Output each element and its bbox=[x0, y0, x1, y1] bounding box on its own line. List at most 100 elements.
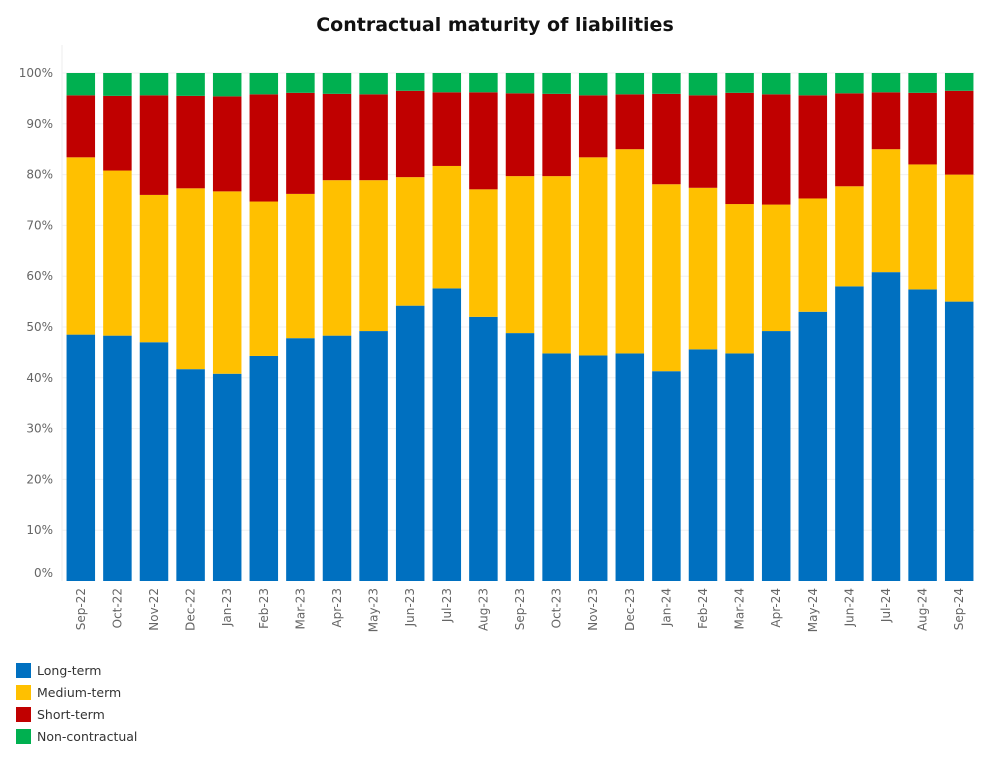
bar-segment-long-term bbox=[725, 353, 754, 581]
bar-segment-short-term bbox=[212, 96, 242, 192]
bar-segment-non-contractual bbox=[176, 73, 205, 96]
x-tick-label: Sep-23 bbox=[513, 588, 527, 630]
y-tick-label: 30% bbox=[26, 422, 53, 436]
x-tick-label: Jun-23 bbox=[403, 588, 417, 627]
bar-segment-medium-term bbox=[359, 180, 388, 332]
bar-segment-long-term bbox=[688, 349, 718, 581]
bar-segment-medium-term bbox=[505, 176, 535, 334]
bar-segment-non-contractual bbox=[688, 73, 718, 96]
bar-segment-medium-term bbox=[469, 189, 498, 317]
x-tick-label: Jan-23 bbox=[220, 588, 234, 627]
bar-segment-short-term bbox=[944, 90, 974, 175]
bar-segment-short-term bbox=[432, 92, 462, 166]
x-axis: Sep-22 Oct-22 Nov-22 Dec-22 Jan-23 Feb-23 Mar-… bbox=[74, 588, 966, 632]
bar-segment-short-term bbox=[835, 93, 864, 187]
x-tick-label: Jul-24 bbox=[879, 588, 893, 623]
legend-label: Short-term bbox=[37, 706, 105, 722]
bar-segment-medium-term bbox=[432, 165, 462, 289]
bars bbox=[66, 73, 974, 581]
bar-segment-medium-term bbox=[652, 184, 681, 372]
legend-item: Long-term bbox=[16, 659, 137, 681]
bar-segment-non-contractual bbox=[359, 73, 388, 95]
bar-segment-short-term bbox=[871, 92, 901, 150]
y-tick-label: 60% bbox=[26, 269, 53, 283]
chart-legend: Long-term Medium-term Short-term Non-contra… bbox=[16, 659, 137, 747]
legend-swatch bbox=[16, 662, 31, 678]
bar-segment-medium-term bbox=[688, 187, 718, 350]
bar-segment-long-term bbox=[908, 289, 937, 581]
bar-segment-medium-term bbox=[578, 157, 608, 356]
y-tick-label: 90% bbox=[26, 117, 53, 131]
legend-item: Short-term bbox=[16, 703, 137, 725]
bar-segment-non-contractual bbox=[432, 73, 462, 93]
legend-item: Medium-term bbox=[16, 681, 137, 703]
bar-segment-long-term bbox=[542, 353, 571, 581]
x-tick-label: Feb-24 bbox=[696, 588, 710, 629]
bar-segment-non-contractual bbox=[835, 73, 864, 94]
bar-segment-medium-term bbox=[615, 149, 645, 354]
y-axis: 0% 10% 20% 30% 40% 50% 60% 70% 80% 90% 100% bbox=[19, 45, 63, 581]
bar-segment-medium-term bbox=[542, 176, 571, 354]
bar-segment-long-term bbox=[505, 333, 535, 581]
x-tick-label: Nov-23 bbox=[586, 588, 600, 631]
bar-segment-short-term bbox=[908, 92, 937, 165]
bar-segment-non-contractual bbox=[66, 73, 96, 96]
bar-segment-long-term bbox=[66, 334, 96, 581]
y-tick-label: 10% bbox=[26, 523, 53, 537]
bar-segment-non-contractual bbox=[249, 73, 279, 95]
bar-segment-non-contractual bbox=[505, 73, 535, 94]
bar-segment-short-term bbox=[176, 95, 205, 189]
bar-segment-non-contractual bbox=[322, 73, 352, 94]
y-tick-label: 0% bbox=[34, 566, 53, 580]
bar-segment-medium-term bbox=[139, 194, 169, 343]
bar-segment-non-contractual bbox=[725, 73, 754, 93]
bar-segment-medium-term bbox=[908, 164, 937, 290]
bar-segment-short-term bbox=[286, 92, 315, 194]
bar-segment-medium-term bbox=[66, 157, 96, 335]
bar-segment-long-term bbox=[212, 373, 242, 581]
x-tick-label: Apr-24 bbox=[769, 588, 783, 628]
bar-segment-long-term bbox=[176, 369, 205, 581]
x-tick-label: Jul-23 bbox=[440, 588, 454, 623]
bar-segment-non-contractual bbox=[395, 73, 425, 91]
bar-segment-non-contractual bbox=[542, 73, 571, 94]
bar-segment-long-term bbox=[469, 316, 498, 581]
bar-segment-non-contractual bbox=[139, 73, 169, 96]
x-tick-label: Dec-23 bbox=[623, 588, 637, 631]
bar-segment-medium-term bbox=[761, 204, 791, 332]
y-tick-label: 40% bbox=[26, 371, 53, 385]
x-tick-label: May-24 bbox=[806, 588, 820, 632]
bar-segment-short-term bbox=[578, 95, 608, 158]
x-tick-label: Sep-24 bbox=[952, 588, 966, 630]
chart-title: Contractual maturity of liabilities bbox=[316, 14, 674, 36]
bar-segment-non-contractual bbox=[908, 73, 937, 93]
x-tick-label: Jun-24 bbox=[842, 588, 856, 627]
y-tick-label: 20% bbox=[26, 472, 53, 486]
legend-item: Non-contractual bbox=[16, 725, 137, 747]
x-tick-label: Oct-23 bbox=[550, 588, 564, 628]
bar-segment-non-contractual bbox=[652, 73, 681, 94]
x-tick-label: Apr-23 bbox=[330, 588, 344, 628]
bar-segment-long-term bbox=[578, 355, 608, 581]
bar-segment-medium-term bbox=[212, 191, 242, 374]
bar-segment-medium-term bbox=[322, 180, 352, 336]
x-tick-label: May-23 bbox=[367, 588, 381, 632]
bar-segment-short-term bbox=[688, 95, 718, 188]
bar-segment-medium-term bbox=[286, 193, 315, 339]
bar-segment-long-term bbox=[322, 335, 352, 581]
bar-segment-medium-term bbox=[871, 149, 901, 273]
legend-label: Non-contractual bbox=[37, 728, 138, 744]
bar-segment-medium-term bbox=[835, 186, 864, 287]
bar-segment-short-term bbox=[615, 94, 645, 150]
bar-segment-long-term bbox=[359, 331, 388, 581]
bar-segment-short-term bbox=[469, 92, 498, 190]
bar-segment-short-term bbox=[505, 93, 535, 177]
bar-segment-non-contractual bbox=[578, 73, 608, 96]
bar-segment-short-term bbox=[395, 90, 425, 178]
x-tick-label: Jan-24 bbox=[659, 588, 673, 627]
bar-segment-non-contractual bbox=[798, 73, 828, 96]
bar-segment-medium-term bbox=[725, 204, 754, 354]
bar-segment-non-contractual bbox=[103, 73, 132, 96]
bar-segment-long-term bbox=[798, 311, 828, 581]
bar-segment-short-term bbox=[652, 93, 681, 185]
